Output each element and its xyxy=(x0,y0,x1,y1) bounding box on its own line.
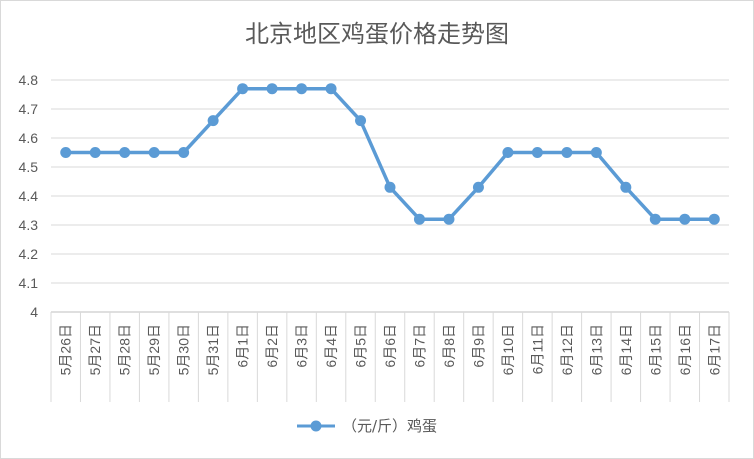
data-point xyxy=(620,181,632,193)
x-tick-label: 6月16日 xyxy=(677,324,693,375)
legend: （元/斤）鸡蛋 xyxy=(297,417,437,435)
x-tick-label: 5月27日 xyxy=(87,324,103,375)
data-point xyxy=(708,213,720,225)
data-point xyxy=(178,147,190,158)
x-tick-label: 5月29日 xyxy=(146,324,162,375)
chart-title: 北京地区鸡蛋价格走势图 xyxy=(245,20,509,48)
x-tick-label: 6月5日 xyxy=(353,324,369,368)
data-point xyxy=(590,147,602,158)
x-tick-label: 6月11日 xyxy=(529,324,545,374)
series-line xyxy=(63,86,717,221)
data-point xyxy=(384,181,396,193)
data-point xyxy=(296,83,308,95)
y-tick-label: 4.8 xyxy=(19,72,39,88)
y-tick-label: 4.2 xyxy=(19,246,39,262)
x-tick-label: 6月7日 xyxy=(411,324,427,368)
x-tick-label: 6月10日 xyxy=(500,324,516,375)
y-axis-tick-labels: 4 4.1 4.2 4.3 4.4 4.5 4.6 4.7 4.8 xyxy=(19,72,39,320)
y-tick-label: 4.6 xyxy=(19,130,39,146)
legend-point-marker xyxy=(310,420,322,432)
data-point xyxy=(266,83,278,95)
data-point xyxy=(89,147,101,158)
y-tick-label: 4 xyxy=(30,304,38,320)
data-point xyxy=(502,147,514,158)
x-tick-label: 6月15日 xyxy=(647,324,663,375)
data-point xyxy=(325,83,337,95)
data-point xyxy=(561,147,573,158)
x-tick-label: 5月31日 xyxy=(205,324,221,375)
series-group xyxy=(60,83,720,225)
data-point xyxy=(649,213,661,225)
data-point xyxy=(531,147,543,158)
y-tick-label: 4.4 xyxy=(19,188,39,204)
y-tick-label: 4.1 xyxy=(19,275,39,291)
legend-label: （元/斤）鸡蛋 xyxy=(342,417,437,435)
data-point xyxy=(207,115,219,127)
data-point xyxy=(679,213,691,225)
gridlines xyxy=(51,79,729,284)
x-tick-label: 6月3日 xyxy=(294,324,310,368)
x-axis-tick-labels: 5月26日 5月27日 5月28日 5月29日 5月30日 5月31日 6月1日 6月2日 6月… xyxy=(58,324,723,375)
data-point xyxy=(60,147,72,158)
x-tick-label: 6月8日 xyxy=(441,324,457,368)
y-tick-label: 4.7 xyxy=(19,101,39,117)
y-tick-label: 4.5 xyxy=(19,159,39,175)
data-point xyxy=(148,147,160,158)
x-tick-label: 6月17日 xyxy=(706,324,722,375)
data-point xyxy=(237,83,249,95)
x-tick-label: 6月13日 xyxy=(588,324,604,375)
x-tick-label: 6月9日 xyxy=(470,324,486,368)
data-point xyxy=(355,115,367,127)
x-tick-label: 6月6日 xyxy=(382,324,398,368)
x-tick-label: 6月1日 xyxy=(235,324,251,368)
x-tick-label: 6月2日 xyxy=(264,324,280,368)
x-tick-label: 5月30日 xyxy=(176,324,192,375)
x-axis xyxy=(50,311,730,402)
x-tick-label: 6月12日 xyxy=(559,324,575,375)
data-point xyxy=(472,181,484,193)
x-tick-label: 5月28日 xyxy=(117,324,133,375)
x-tick-label: 6月4日 xyxy=(323,324,339,368)
data-point xyxy=(119,147,131,158)
data-point xyxy=(413,213,425,225)
x-tick-label: 6月14日 xyxy=(618,324,634,375)
y-tick-label: 4.3 xyxy=(19,217,39,233)
data-point xyxy=(443,213,455,225)
x-tick-label: 5月26日 xyxy=(58,324,74,375)
